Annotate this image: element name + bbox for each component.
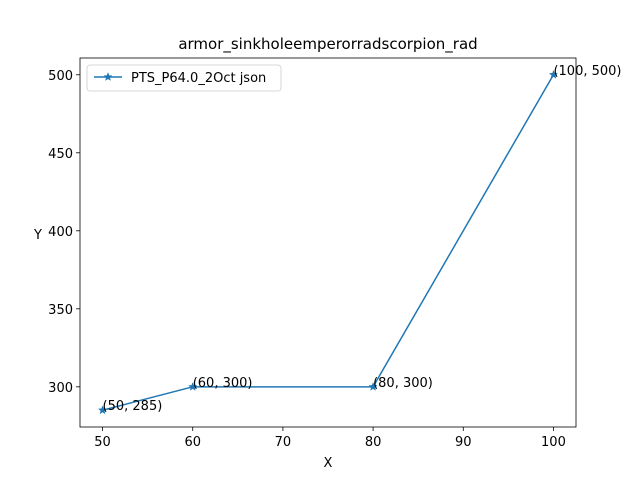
axes-frame: [79, 57, 577, 428]
point-annotation: (50, 285): [103, 399, 163, 414]
legend-box: [86, 64, 282, 92]
legend: PTS_P64.0_2Oct json: [86, 64, 282, 92]
data-point-marker: [548, 69, 559, 79]
data-point-marker: [368, 381, 378, 391]
data-point-marker: [97, 405, 108, 415]
plot-area: 50 60 70 80 90 100 300 350 400 450 500 (50, 285) (60…: [48, 57, 622, 450]
point-annotation: (60, 300): [193, 376, 253, 391]
x-axis-title: X: [324, 456, 333, 471]
y-tick-label: 300: [48, 381, 73, 396]
x-tick-label: 70: [275, 435, 292, 450]
series-line: [102, 74, 555, 411]
x-tick-label: 100: [541, 435, 566, 450]
x-tick-label: 60: [184, 435, 201, 450]
y-tick-label: 400: [48, 225, 73, 240]
x-tick-label: 80: [365, 435, 382, 450]
y-tick-label: 350: [48, 303, 73, 318]
point-annotation: (100, 500): [553, 64, 621, 79]
point-annotation: (80, 300): [373, 376, 433, 391]
x-tick-label: 90: [455, 435, 472, 450]
chart-title: armor_sinkholeemperorradscorpion_rad: [178, 35, 477, 54]
y-tick-label: 500: [48, 69, 73, 84]
data-point-marker: [188, 381, 198, 391]
legend-label: PTS_P64.0_2Oct json: [131, 71, 266, 86]
y-axis-title: Y: [33, 228, 42, 243]
x-tick-label: 50: [94, 435, 111, 450]
legend-marker-sample: [103, 72, 113, 81]
y-tick-label: 450: [48, 147, 73, 162]
